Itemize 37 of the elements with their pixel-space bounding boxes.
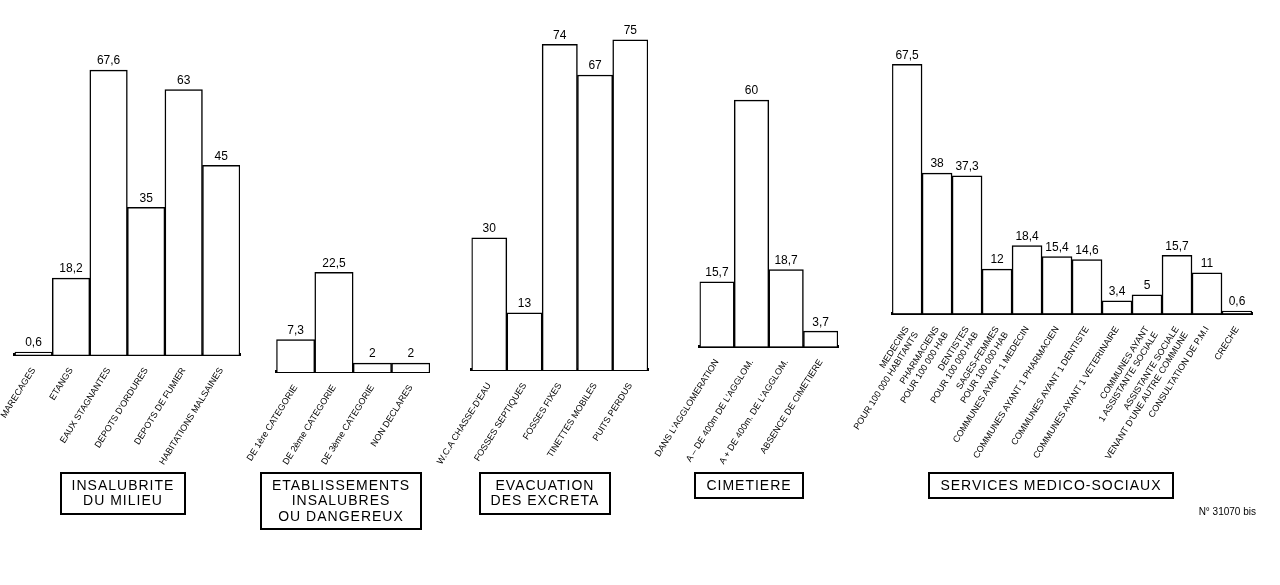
- data-label: 13: [517, 296, 532, 311]
- data-label: 18,4: [1015, 228, 1040, 243]
- text: SERVICES MEDICO-SOCIAUX: [928, 472, 1174, 500]
- data-label: 75: [623, 23, 638, 38]
- data-label: 37,3: [955, 159, 980, 174]
- text: ETABLISSEMENTS INSALUBRES OU DANGEREUX: [259, 472, 423, 531]
- data-label: 22,5: [322, 255, 346, 270]
- data-label: 67,6: [96, 53, 121, 68]
- data-label: 3,4: [1108, 284, 1126, 299]
- data-label: 74: [553, 27, 567, 42]
- data-label: 15,7: [705, 265, 729, 280]
- data-label: 2: [369, 346, 377, 361]
- text: INSALUBRITE DU MILIEU: [59, 472, 187, 515]
- data-label: 3,7: [812, 314, 830, 329]
- data-label: 67,5: [895, 47, 920, 62]
- data-label: 0,6: [25, 335, 43, 350]
- data-label: 67: [588, 58, 603, 73]
- data-label: 18,7: [774, 252, 799, 267]
- data-label: 0,6: [1228, 294, 1246, 309]
- data-label: 7,3: [287, 322, 305, 337]
- data-label: 11: [1200, 256, 1214, 271]
- data-label: 14,6: [1075, 242, 1100, 257]
- data-label: 45: [214, 148, 229, 163]
- data-label: 2: [407, 346, 415, 361]
- data-label: 5: [1143, 278, 1151, 293]
- data-label: 38: [930, 156, 945, 171]
- data-label: 18,2: [59, 261, 84, 276]
- data-label: 12: [990, 252, 1005, 267]
- text: N° 31070 bis: [1198, 506, 1256, 518]
- data-label: 15,7: [1165, 238, 1190, 253]
- data-label: 30: [482, 221, 497, 236]
- text: CIMETIERE: [694, 472, 804, 500]
- text: EVACUATION DES EXCRETA: [478, 472, 612, 515]
- data-label: 63: [177, 72, 191, 87]
- data-label: 60: [744, 83, 759, 98]
- data-label: 15,4: [1045, 239, 1070, 254]
- data-label: 35: [139, 190, 154, 205]
